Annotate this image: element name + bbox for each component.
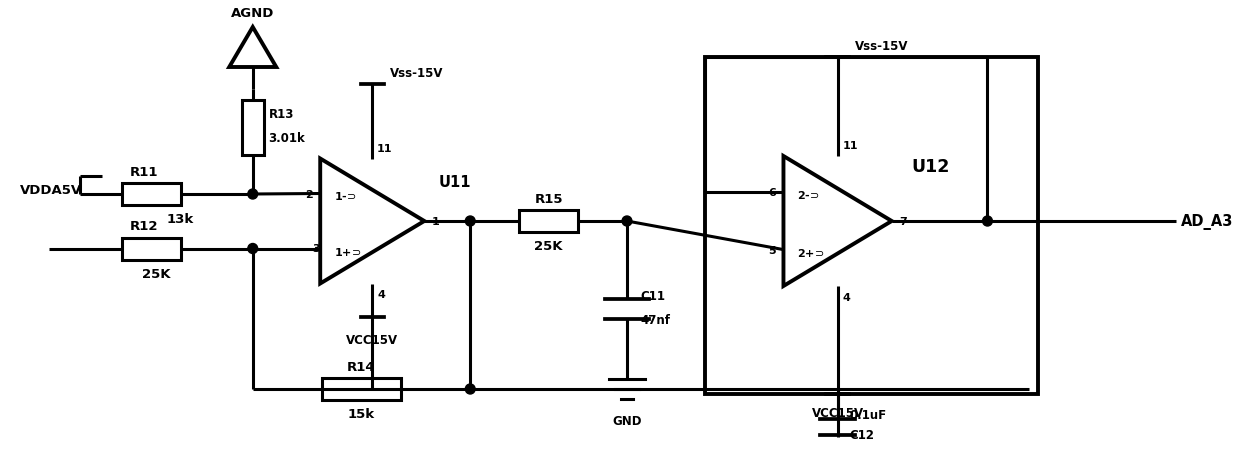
Circle shape xyxy=(622,217,632,226)
Text: 7: 7 xyxy=(899,217,908,226)
Text: 2: 2 xyxy=(305,189,312,199)
Text: 3.01k: 3.01k xyxy=(268,131,305,144)
Text: AD_A3: AD_A3 xyxy=(1180,213,1233,230)
Text: R11: R11 xyxy=(130,166,159,179)
Bar xyxy=(123,238,181,260)
Text: U11: U11 xyxy=(439,174,471,189)
Bar xyxy=(123,184,181,206)
Bar xyxy=(322,378,401,400)
Text: AGND: AGND xyxy=(231,7,274,20)
Text: R15: R15 xyxy=(534,193,563,206)
Circle shape xyxy=(465,384,475,394)
Text: 2-$\!\supset\!$: 2-$\!\supset\!$ xyxy=(797,189,820,201)
Text: 3: 3 xyxy=(312,244,320,254)
Text: Vss-15V: Vss-15V xyxy=(856,40,909,53)
Text: R12: R12 xyxy=(130,220,159,233)
Text: VDDA5V: VDDA5V xyxy=(20,183,82,196)
Text: 0.1uF: 0.1uF xyxy=(849,409,887,421)
Text: VCC15V: VCC15V xyxy=(346,333,398,346)
Circle shape xyxy=(248,244,258,254)
Text: 13k: 13k xyxy=(166,213,193,225)
Text: 25K: 25K xyxy=(534,240,563,252)
Text: 25K: 25K xyxy=(143,267,171,280)
Text: 4: 4 xyxy=(377,290,386,300)
Bar xyxy=(520,211,578,233)
Text: VCC15V: VCC15V xyxy=(811,406,863,419)
Text: 1+$\!\supset\!$: 1+$\!\supset\!$ xyxy=(334,245,362,257)
Text: 1-$\!\supset\!$: 1-$\!\supset\!$ xyxy=(334,190,357,202)
Bar xyxy=(242,100,264,155)
Text: 5: 5 xyxy=(768,245,776,255)
Text: 1: 1 xyxy=(433,217,440,226)
Circle shape xyxy=(465,217,475,226)
Text: U12: U12 xyxy=(911,157,950,176)
Text: 6: 6 xyxy=(768,188,776,198)
Text: 15k: 15k xyxy=(348,407,374,420)
Circle shape xyxy=(248,190,258,200)
Text: R13: R13 xyxy=(268,107,294,120)
Bar xyxy=(706,58,1038,394)
Text: GND: GND xyxy=(613,414,642,427)
Text: R14: R14 xyxy=(347,360,376,373)
Text: 11: 11 xyxy=(377,143,393,153)
Text: C12: C12 xyxy=(849,429,874,442)
Text: 4: 4 xyxy=(842,292,851,302)
Circle shape xyxy=(982,217,992,226)
Text: 2+$\!\supset\!$: 2+$\!\supset\!$ xyxy=(797,246,825,258)
Text: C11: C11 xyxy=(641,289,666,302)
Text: 11: 11 xyxy=(842,141,858,151)
Text: Vss-15V: Vss-15V xyxy=(389,67,444,80)
Text: 47nf: 47nf xyxy=(641,313,671,326)
